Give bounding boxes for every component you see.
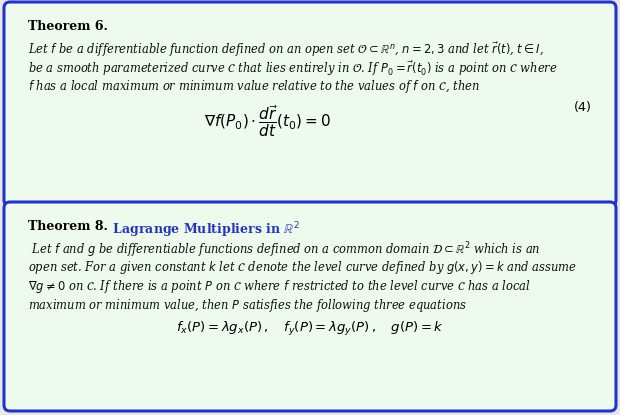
Text: Let $f$ be a differentiable function defined on an open set $\mathcal{O} \subset: Let $f$ be a differentiable function def… — [28, 40, 544, 59]
Text: open set. For a given constant $k$ let $\mathcal{C}$ denote the level curve defi: open set. For a given constant $k$ let $… — [28, 259, 577, 276]
Text: maximum or minimum value, then $P$ satisfies the following three equations: maximum or minimum value, then $P$ satis… — [28, 297, 467, 314]
Text: Let $f$ and $g$ be differentiable functions defined on a common domain $\mathcal: Let $f$ and $g$ be differentiable functi… — [28, 240, 541, 260]
Text: Theorem 6.: Theorem 6. — [28, 20, 108, 33]
Text: be a smooth parameterized curve $\mathcal{C}$ that lies entirely in $\mathcal{O}: be a smooth parameterized curve $\mathca… — [28, 59, 558, 78]
FancyBboxPatch shape — [4, 202, 616, 411]
Text: $\nabla f(P_0) \cdot \dfrac{d\vec{r}}{dt}(t_0) = 0$: $\nabla f(P_0) \cdot \dfrac{d\vec{r}}{dt… — [205, 103, 332, 139]
Text: Lagrange Multipliers in $\mathbb{R}^2$: Lagrange Multipliers in $\mathbb{R}^2$ — [104, 220, 299, 239]
Text: $\nabla g \neq 0$ on $\mathcal{C}$. If there is a point $P$ on $\mathcal{C}$ whe: $\nabla g \neq 0$ on $\mathcal{C}$. If t… — [28, 278, 531, 295]
FancyBboxPatch shape — [4, 2, 616, 206]
Text: $f_x(P) = \lambda g_x(P)\, ,\quad f_y(P) = \lambda g_y(P)\, ,\quad g(P) = k$: $f_x(P) = \lambda g_x(P)\, ,\quad f_y(P)… — [176, 320, 444, 338]
Text: $(4)$: $(4)$ — [574, 99, 592, 114]
Text: Theorem 8.: Theorem 8. — [28, 220, 108, 233]
Text: $f$ has a local maximum or minimum value relative to the values of $f$ on $\math: $f$ has a local maximum or minimum value… — [28, 78, 480, 95]
